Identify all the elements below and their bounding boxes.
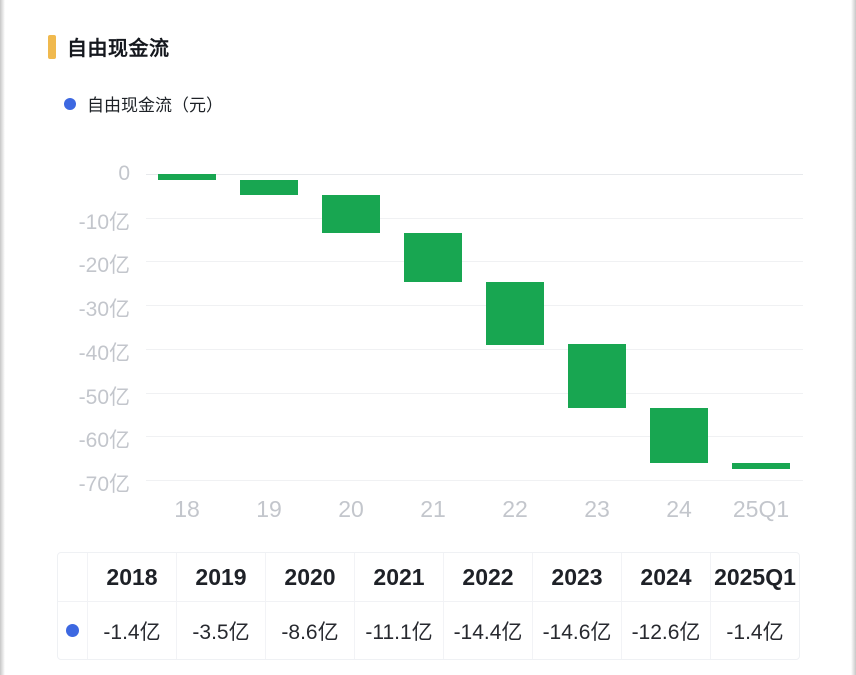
waterfall-bar-23[interactable] [568,344,626,408]
y-axis-tick-label: -10亿 [78,211,130,234]
waterfall-bar-25Q1[interactable] [732,463,790,469]
x-axis-tick-label: 18 [174,496,200,522]
y-gridline [146,261,803,262]
table-value-cell-2021: -11.1亿 [354,602,443,659]
table-value-cell-2018: -1.4亿 [87,602,176,659]
title-accent-bar-icon [48,34,56,59]
series-dot-icon [66,624,79,637]
legend-item-free-cash-flow[interactable]: 自由现金流（元） [64,91,223,116]
table-value-cell-2022: -14.4亿 [443,602,532,659]
x-axis-tick-label: 25Q1 [732,496,790,522]
waterfall-bar-20[interactable] [322,195,380,233]
y-gridline [146,305,803,306]
y-gridline [146,218,803,219]
table-series-dot-cell [58,602,87,659]
table-header-cell-2022: 2022 [443,553,532,601]
waterfall-bar-22[interactable] [486,282,544,345]
x-axis-tick-label: 20 [338,496,364,522]
y-gridline [146,349,803,350]
table-value-cell-2020: -8.6亿 [265,602,354,659]
y-axis-tick-label: 0 [118,162,130,185]
waterfall-bar-21[interactable] [404,233,462,282]
table-header-cell-2020: 2020 [265,553,354,601]
waterfall-bar-18[interactable] [158,174,216,180]
table-header-cell-blank [58,553,87,601]
image-left-edge [0,0,5,675]
table-header-cell-2024: 2024 [621,553,710,601]
page-title: 自由现金流 [67,38,170,60]
y-axis-tick-label: -70亿 [78,473,130,496]
y-gridline [146,393,803,394]
table-header-cell-2023: 2023 [532,553,621,601]
x-axis-tick-label: 24 [666,496,692,522]
y-axis-tick-label: -30亿 [78,298,130,321]
y-axis-tick-label: -50亿 [78,386,130,409]
table-row: -1.4亿 -3.5亿 -8.6亿 -11.1亿 -14.4亿 -14.6亿 -12.6亿 -… [58,602,799,659]
table-header-row: 2018 2019 2020 2021 2022 2023 2024 2025Q1 [58,553,799,602]
y-gridline [146,480,803,481]
y-axis-tick-label: -20亿 [78,254,130,277]
table-header-cell-2025Q1: 2025Q1 [710,553,799,601]
table-value-cell-2025Q1: -1.4亿 [710,602,799,659]
x-axis-tick-label: 19 [256,496,282,522]
y-axis-tick-label: -60亿 [78,429,130,452]
x-axis-tick-label: 23 [584,496,610,522]
table-value-cell-2024: -12.6亿 [621,602,710,659]
table-header-cell-2021: 2021 [354,553,443,601]
waterfall-bar-24[interactable] [650,408,708,463]
table-header-cell-2018: 2018 [87,553,176,601]
legend-label: 自由现金流（元） [87,96,223,115]
x-axis-tick-label: 21 [420,496,446,522]
card-header: 自由现金流 [48,32,170,61]
x-axis-tick-label: 22 [502,496,528,522]
legend-dot-icon [64,97,76,110]
table-value-cell-2019: -3.5亿 [176,602,265,659]
data-table: 2018 2019 2020 2021 2022 2023 2024 2025Q1 -1.4亿 -… [57,552,800,660]
image-right-edge [851,0,856,675]
table-value-cell-2023: -14.6亿 [532,602,621,659]
y-gridline [146,174,803,175]
y-axis-tick-label: -40亿 [78,342,130,365]
waterfall-bar-19[interactable] [240,180,298,195]
y-gridline [146,436,803,437]
table-header-cell-2019: 2019 [176,553,265,601]
